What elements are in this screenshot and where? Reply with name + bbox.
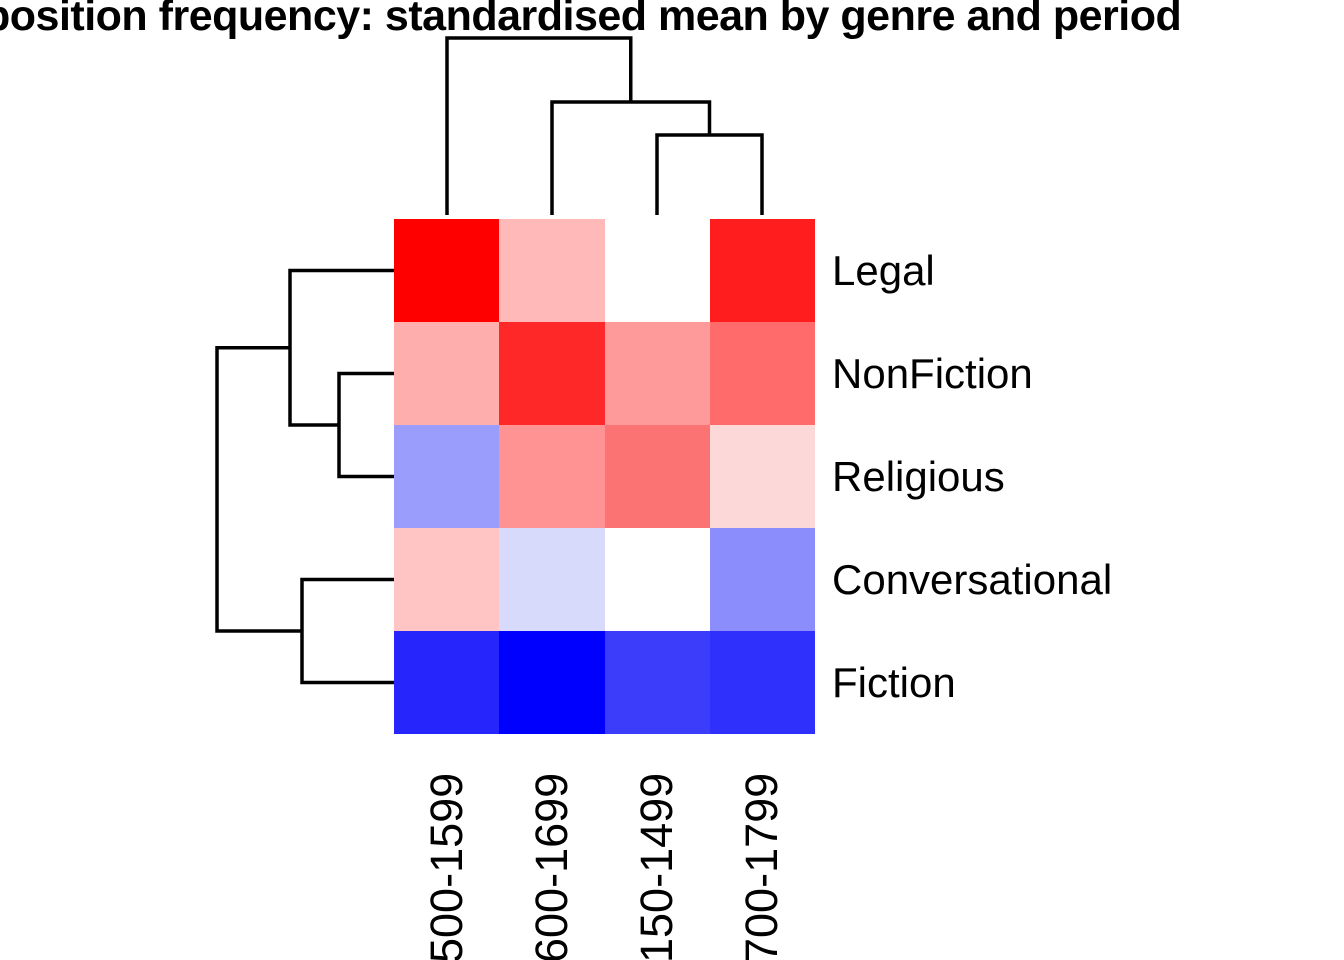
heatmap-cell-religious-150-1499 <box>604 425 710 528</box>
row-dendrogram <box>215 268 394 685</box>
heatmap-cell-religious-600-1699 <box>499 425 605 528</box>
row-label-legal: Legal <box>832 246 935 294</box>
column-label-1150-1499: 150-1499 <box>631 772 682 960</box>
heatmap-cell-nonfiction-700-1799 <box>709 322 815 425</box>
heatmap-cell-conversational-600-1699 <box>499 528 605 631</box>
heatmap-cell-legal-600-1699 <box>499 219 605 322</box>
heatmap-cell-legal-700-1799 <box>709 219 815 322</box>
column-dendrogram-root-branch <box>445 36 633 215</box>
heatmap-cell-conversational-700-1799 <box>709 528 815 631</box>
row-axis-labels: Legal NonFiction Religious Conversationa… <box>832 219 1112 734</box>
row-label-fiction: Fiction <box>832 658 956 706</box>
heatmap-cell-religious-700-1799 <box>709 425 815 528</box>
heatmap-cell-conversational-500-1599 <box>394 528 500 631</box>
row-dendrogram-legal-branch <box>288 268 394 427</box>
row-dendrogram-conversational-fiction-branch <box>300 577 394 685</box>
heatmap-cell-legal-150-1499 <box>604 219 710 322</box>
heatmap-cell-conversational-150-1499 <box>604 528 710 631</box>
heatmap-cell-nonfiction-600-1699 <box>499 322 605 425</box>
figure-title: position frequency: standardised mean by… <box>0 0 1182 40</box>
column-label-1700-1799: 700-1799 <box>736 772 787 960</box>
heatmap-cell-fiction-500-1599 <box>394 631 500 734</box>
row-label-nonfiction: NonFiction <box>832 349 1033 397</box>
heatmap-cell-fiction-600-1699 <box>499 631 605 734</box>
row-dendrogram-root-branch <box>215 346 302 633</box>
column-label-1600-1699: 600-1699 <box>526 772 577 960</box>
column-label-1500-1599: 500-1599 <box>421 772 472 960</box>
heatmap-cell-fiction-700-1799 <box>709 631 815 734</box>
heatmap-cell-nonfiction-150-1499 <box>604 322 710 425</box>
column-dendrogram <box>445 36 764 215</box>
column-dendrogram-mid-branch <box>550 100 712 215</box>
row-label-conversational: Conversational <box>832 555 1113 603</box>
row-dendrogram-nonfiction-religious-branch <box>337 371 394 479</box>
heatmap-cell-legal-500-1599 <box>394 219 500 322</box>
heatmap-cell-fiction-150-1499 <box>604 631 710 734</box>
heatmap-cell-nonfiction-500-1599 <box>394 322 500 425</box>
column-dendrogram-leaf-branch <box>655 133 764 215</box>
row-label-religious: Religious <box>832 452 1005 500</box>
heatmap-grid <box>394 219 815 734</box>
heatmap-cell-religious-500-1599 <box>394 425 500 528</box>
